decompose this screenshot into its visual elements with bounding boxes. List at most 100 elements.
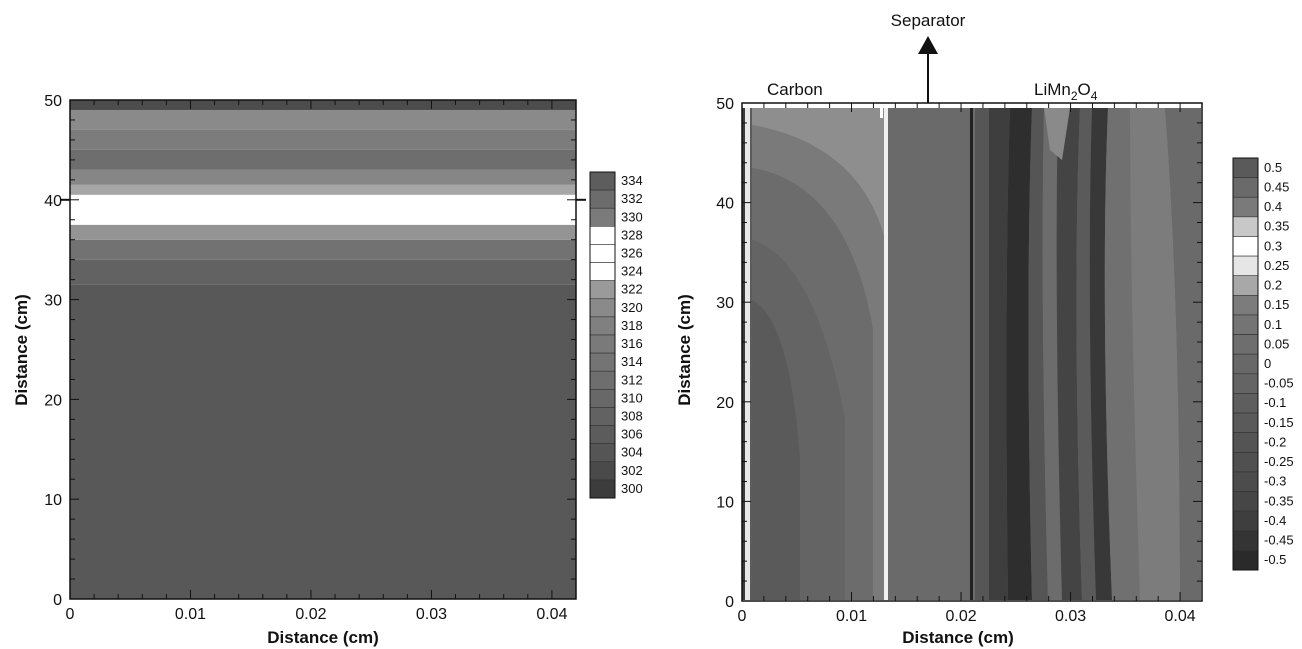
contour-band-1 (70, 259, 576, 285)
colorbar-swatch (1232, 353, 1259, 375)
colorbar-label: 0.5 (1264, 160, 1282, 175)
colorbar-label: 0.25 (1264, 258, 1289, 273)
left-x-tick-labels: 0 0.01 0.02 0.03 0.04 (66, 606, 568, 623)
colorbar-frame (589, 171, 616, 499)
colorbar-label: 302 (621, 463, 643, 478)
colorbar-label: -0.45 (1264, 533, 1294, 548)
right-y-axis-title: Distance (cm) (675, 294, 694, 405)
colorbar-swatch (1232, 491, 1259, 512)
colorbar-label: -0.1 (1264, 395, 1286, 410)
left-y-axis-title: Distance (cm) (12, 294, 31, 405)
potential-colorbar: 0.5 0.45 0.4 0.35 0.3 0.25 0.2 0.15 0.1 0.05 0 -0.0… (1232, 157, 1294, 571)
separator-annotation: Separator (891, 11, 966, 30)
carbon-right-white-line (880, 108, 883, 118)
cathode-band-e (1042, 108, 1062, 600)
cathode-annotation: LiMn2O4 (1034, 80, 1098, 103)
y-tick-label: 50 (44, 93, 62, 110)
colorbar-swatch (1232, 255, 1259, 277)
contour-band-0 (70, 284, 576, 599)
colorbar-swatch (1232, 275, 1259, 296)
cathode-band-b (989, 108, 1010, 600)
colorbar-swatch (1232, 432, 1259, 453)
cathode-band-c (1006, 108, 1032, 600)
left-y-tick-labels: 0 10 20 30 40 50 (44, 93, 62, 609)
colorbar-label: 300 (621, 481, 643, 496)
colorbar-swatch (589, 262, 616, 281)
colorbar-swatch (589, 479, 616, 499)
right-plot-frame (741, 102, 1203, 602)
colorbar-frame (1232, 157, 1259, 571)
colorbar-label: 328 (621, 227, 643, 242)
colorbar-label: -0.4 (1264, 513, 1286, 528)
colorbar-label: 318 (621, 318, 643, 333)
carbon-contour-band-1 (752, 108, 885, 240)
right-x-tick-labels: 0 0.01 0.02 0.03 0.04 (738, 608, 1196, 625)
colorbar-swatch (589, 226, 616, 245)
y-tick-label: 20 (716, 395, 734, 412)
colorbar-label: 0.4 (1264, 199, 1282, 214)
cathode-band-d (1028, 108, 1048, 600)
separator-arrow-head (918, 36, 938, 54)
cathode-annotation-part-2: O (1078, 80, 1091, 99)
colorbar-label: -0.5 (1264, 552, 1286, 567)
colorbar-swatch (1232, 196, 1259, 218)
cathode-band-k (1165, 108, 1201, 600)
temperature-contour-bands (70, 100, 576, 599)
colorbar-swatch (589, 316, 616, 336)
x-tick-label: 0.04 (536, 606, 567, 623)
colorbar-label: -0.05 (1264, 376, 1294, 391)
colorbar-swatch (1232, 451, 1259, 473)
colorbar-swatch (1232, 393, 1259, 414)
colorbar-swatch (589, 244, 616, 263)
colorbar-swatch (1232, 412, 1259, 433)
contour-band-7 (70, 149, 576, 170)
contour-band-5 (70, 184, 576, 195)
colorbar-label: 326 (621, 246, 643, 261)
y-tick-label: 30 (716, 295, 734, 312)
colorbar-label: 0.1 (1264, 317, 1282, 332)
x-tick-label: 0.01 (836, 608, 867, 625)
colorbar-swatch (589, 334, 616, 354)
y-tick-label: 20 (44, 392, 62, 409)
colorbar-swatch (1232, 295, 1259, 316)
colorbar-label: -0.3 (1264, 474, 1286, 489)
y-tick-label: 50 (716, 96, 734, 113)
cathode-annotation-sub-2: 4 (1091, 89, 1098, 103)
colorbar-label: 324 (621, 264, 643, 279)
colorbar-swatch (1232, 177, 1259, 198)
carbon-left-dark-edge (742, 108, 745, 600)
carbon-contour-band-2 (752, 125, 885, 600)
colorbar-label: 316 (621, 336, 643, 351)
colorbar-label: -0.25 (1264, 454, 1294, 469)
colorbar-label: 332 (621, 191, 643, 206)
left-x-axis-title: Distance (cm) (267, 628, 378, 647)
colorbar-swatch (589, 352, 616, 372)
carbon-annotation: Carbon (767, 80, 823, 99)
right-y-tick-labels: 0 10 20 30 40 50 (716, 96, 734, 611)
colorbar-label: 308 (621, 409, 643, 424)
colorbar-swatch (589, 425, 616, 444)
cathode-band-i (1104, 108, 1140, 600)
right-x-axis-title: Distance (cm) (902, 628, 1013, 647)
colorbar-swatch (589, 443, 616, 463)
x-tick-label: 0.02 (945, 608, 976, 625)
separator-left-white-line (884, 108, 888, 600)
x-tick-label: 0 (66, 606, 75, 623)
y-tick-label: 10 (716, 494, 734, 511)
cathode-band-g (1076, 108, 1096, 600)
colorbar-label: 314 (621, 354, 643, 369)
colorbar-swatch (589, 407, 616, 426)
carbon-contour-band-5 (752, 300, 800, 600)
colorbar-label: 322 (621, 282, 643, 297)
x-tick-label: 0.01 (175, 606, 206, 623)
colorbar-swatch (589, 207, 616, 227)
colorbar-label: 0.45 (1264, 179, 1289, 194)
colorbar-label: 334 (621, 173, 643, 188)
colorbar-label: 312 (621, 372, 643, 387)
cathode-top-light-notch (1044, 108, 1070, 160)
y-tick-label: 40 (44, 193, 62, 210)
colorbar-label: -0.2 (1264, 434, 1286, 449)
colorbar-label: 330 (621, 209, 643, 224)
